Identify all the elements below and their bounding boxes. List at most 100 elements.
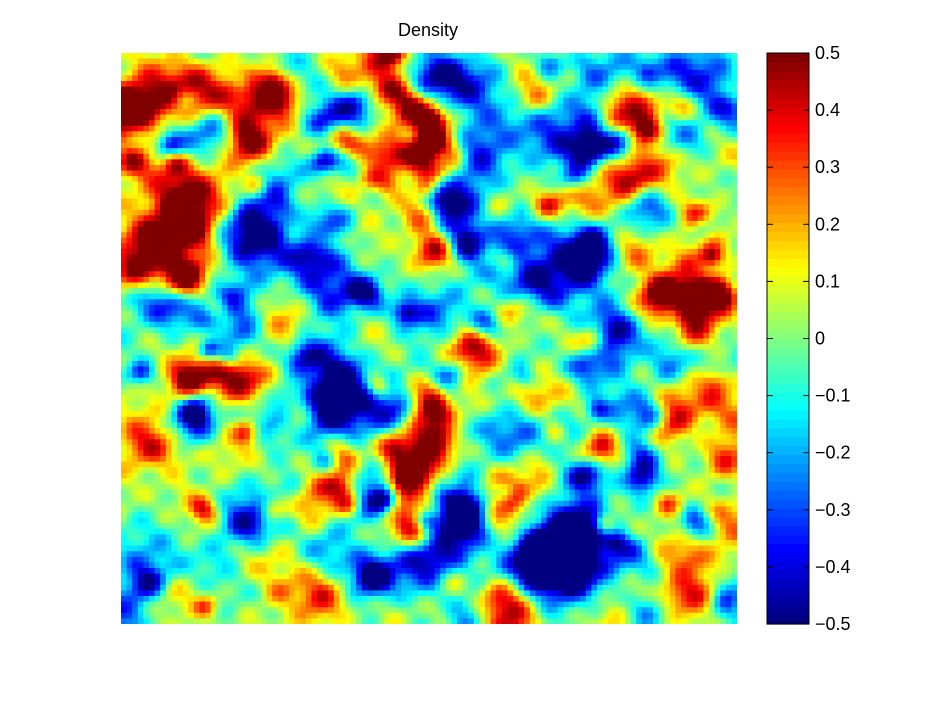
heatmap-cell: [496, 64, 503, 71]
heatmap-cell: [132, 293, 139, 300]
heatmap-cell: [429, 64, 436, 71]
heatmap-cell: [686, 164, 693, 172]
heatmap-cell: [361, 226, 368, 233]
heatmap-cell: [210, 58, 217, 65]
heatmap-cell: [569, 120, 576, 127]
heatmap-cell: [378, 288, 385, 295]
heatmap-cell: [451, 164, 458, 172]
heatmap-cell: [434, 220, 441, 228]
heatmap-cell: [367, 92, 374, 99]
heatmap-cell: [121, 159, 128, 166]
heatmap-cell: [725, 86, 732, 93]
heatmap-cell: [524, 131, 531, 138]
heatmap-cell: [597, 271, 604, 278]
heatmap-cell: [619, 265, 626, 272]
heatmap-cell: [373, 260, 380, 267]
heatmap-cell: [249, 136, 256, 144]
heatmap-cell: [305, 176, 312, 183]
heatmap-cell: [249, 75, 256, 82]
heatmap-cell: [507, 75, 514, 82]
heatmap-cell: [339, 293, 346, 300]
heatmap-cell: [669, 148, 676, 155]
heatmap-cell: [317, 64, 324, 71]
heatmap-cell: [557, 170, 564, 177]
heatmap-cell: [333, 114, 340, 121]
heatmap-cell: [154, 204, 161, 211]
heatmap-cell: [731, 248, 737, 256]
heatmap-cell: [440, 131, 447, 138]
heatmap-cell: [233, 226, 240, 233]
heatmap-cell: [216, 265, 223, 272]
heatmap-cell: [496, 86, 503, 93]
heatmap-cell: [440, 64, 447, 71]
heatmap-cell: [641, 142, 648, 149]
heatmap-cell: [653, 209, 660, 216]
heatmap-cell: [457, 58, 464, 65]
heatmap-cell: [703, 114, 710, 121]
heatmap-cell: [479, 299, 486, 306]
heatmap-cell: [154, 288, 161, 295]
heatmap-cell: [524, 265, 531, 272]
heatmap-cell: [255, 148, 262, 155]
heatmap-cell: [597, 215, 604, 222]
heatmap-cell: [619, 254, 626, 261]
heatmap-cell: [714, 53, 721, 60]
heatmap-cell: [126, 226, 133, 233]
heatmap-cell: [401, 80, 408, 88]
heatmap-cell: [373, 226, 380, 233]
heatmap-cell: [412, 159, 419, 166]
heatmap-cell: [182, 75, 189, 82]
heatmap-cell: [445, 86, 452, 93]
heatmap-cell: [709, 226, 716, 233]
heatmap-cell: [345, 148, 352, 155]
heatmap-cell: [384, 220, 391, 228]
heatmap-cell: [149, 215, 156, 222]
heatmap-cell: [546, 187, 553, 194]
heatmap-cell: [462, 136, 469, 144]
heatmap-cell: [725, 170, 732, 177]
heatmap-cell: [266, 192, 273, 200]
heatmap-cell: [182, 198, 189, 205]
heatmap-cell: [412, 58, 419, 65]
heatmap-cell: [132, 299, 139, 306]
heatmap-cell: [322, 237, 329, 244]
heatmap-cell: [636, 153, 643, 160]
heatmap-cell: [602, 198, 609, 205]
heatmap-cell: [417, 69, 424, 76]
heatmap-cell: [518, 282, 525, 289]
heatmap-cell: [529, 282, 536, 289]
heatmap-cell: [574, 248, 581, 256]
heatmap-cell: [429, 170, 436, 177]
heatmap-cell: [625, 170, 632, 177]
heatmap-cell: [311, 97, 318, 104]
heatmap-cell: [132, 176, 139, 183]
heatmap-cell: [216, 153, 223, 160]
heatmap-cell: [613, 248, 620, 256]
heatmap-cell: [445, 282, 452, 289]
heatmap-cell: [485, 192, 492, 200]
heatmap-cell: [647, 103, 654, 110]
heatmap-cell: [378, 209, 385, 216]
heatmap-cell: [356, 288, 363, 295]
heatmap-cell: [249, 271, 256, 278]
heatmap-cell: [255, 64, 262, 71]
heatmap-cell: [384, 215, 391, 222]
heatmap-cell: [675, 181, 682, 188]
heatmap-cell: [221, 271, 228, 278]
heatmap-cell: [210, 299, 217, 306]
heatmap-cell: [121, 271, 128, 278]
heatmap-cell: [227, 226, 234, 233]
heatmap-cell: [137, 120, 144, 127]
heatmap-cell: [401, 58, 408, 65]
heatmap-cell: [221, 159, 228, 166]
heatmap-cell: [524, 232, 531, 239]
heatmap-cell: [692, 92, 699, 99]
heatmap-cell: [557, 254, 564, 261]
heatmap-cell: [143, 181, 150, 188]
heatmap-cell: [395, 276, 402, 284]
heatmap-cell: [322, 215, 329, 222]
heatmap-cell: [630, 80, 637, 88]
heatmap-cell: [389, 86, 396, 93]
heatmap-cell: [653, 153, 660, 160]
heatmap-cell: [681, 58, 688, 65]
